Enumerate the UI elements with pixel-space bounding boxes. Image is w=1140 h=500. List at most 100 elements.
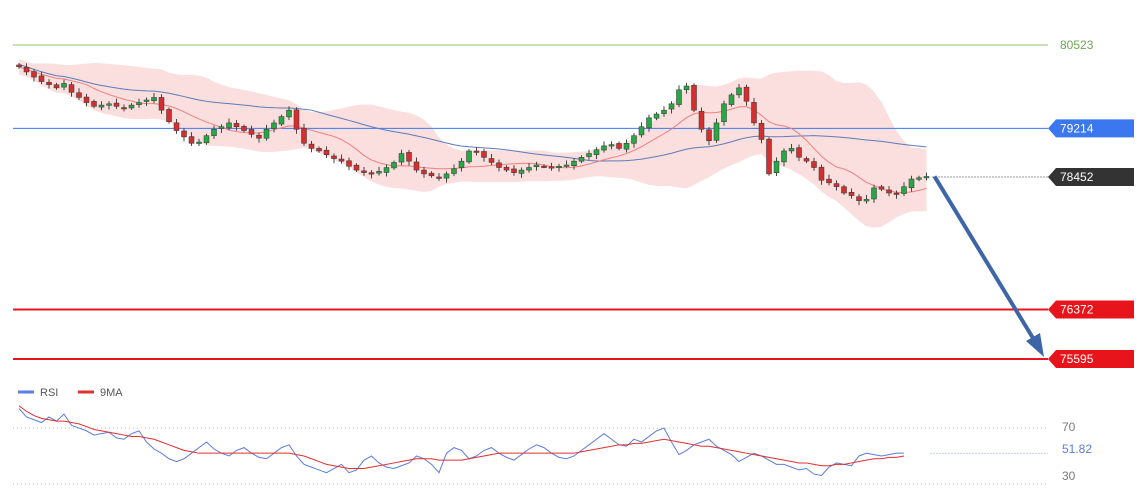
candle-body: [863, 199, 870, 202]
candle-body: [458, 160, 465, 168]
candle: [248, 125, 255, 138]
candle: [16, 63, 22, 69]
candle-body: [383, 167, 390, 173]
candle: [293, 107, 300, 134]
candle: [833, 180, 840, 191]
candle: [841, 184, 847, 195]
candle-body: [473, 150, 480, 153]
candle-body: [706, 129, 712, 142]
candle-body: [721, 103, 727, 123]
rsi-current-value: 51.82: [1062, 442, 1092, 456]
candle: [908, 175, 915, 192]
candle-body: [368, 172, 375, 175]
level-badge-75595: [1048, 350, 1134, 368]
candle-body: [623, 143, 630, 150]
candle-body: [886, 189, 892, 194]
candle-body: [218, 126, 225, 129]
candle: [878, 184, 885, 192]
candle-body: [203, 135, 210, 144]
candle: [346, 157, 352, 171]
candle-body: [278, 116, 285, 125]
candle-body: [578, 157, 585, 162]
candle: [916, 175, 922, 182]
candle: [428, 171, 435, 178]
candle-body: [481, 151, 487, 158]
candle-body: [871, 187, 877, 200]
candle: [278, 114, 285, 126]
rsi-series-rsi: [18, 408, 904, 477]
candle-body: [91, 101, 97, 107]
candle: [263, 124, 270, 141]
candle-body: [826, 178, 832, 184]
candle: [811, 157, 817, 171]
rsi-panel: RSI 9MA 70 30 51.82: [13, 387, 1092, 485]
candle-body: [631, 135, 637, 144]
candle-body: [413, 161, 420, 171]
candle-body: [346, 160, 352, 167]
candle-body: [166, 109, 172, 122]
candle-body: [728, 94, 735, 105]
candle: [233, 120, 240, 131]
candle-body: [181, 130, 187, 138]
candle-body: [743, 86, 750, 102]
candle-body: [398, 153, 405, 163]
candle-body: [136, 102, 142, 105]
candle-body: [263, 129, 270, 139]
candle: [218, 124, 225, 133]
candle-body: [113, 102, 120, 107]
candle: [616, 141, 622, 151]
candle: [38, 71, 45, 85]
candle-body: [653, 113, 660, 119]
candle-body: [451, 168, 457, 174]
candle-body: [46, 82, 52, 85]
candle-body: [541, 165, 547, 168]
candle-body: [841, 186, 847, 194]
candle-body: [143, 99, 150, 102]
candle-body: [338, 158, 345, 162]
candle: [398, 149, 405, 166]
candle-body: [833, 183, 840, 187]
candle-body: [751, 102, 757, 124]
candle-body: [923, 176, 930, 179]
candle: [886, 186, 892, 197]
candle-body: [668, 103, 675, 110]
candle: [158, 94, 165, 115]
candle-body: [436, 176, 442, 179]
candle-body: [241, 126, 247, 131]
candle-body: [188, 136, 195, 144]
candle-body: [323, 149, 330, 156]
candle-body: [421, 169, 427, 175]
candle-body: [586, 153, 592, 157]
candle: [818, 164, 825, 185]
rsi-legend-label: RSI: [40, 387, 58, 399]
candle: [713, 118, 720, 143]
candle-body: [233, 123, 240, 127]
candle: [826, 174, 832, 186]
ma-legend-label: 9MA: [100, 387, 123, 399]
ma-slow-line: [18, 63, 927, 162]
candle: [203, 133, 210, 145]
bollinger-band: [19, 59, 927, 228]
candle: [98, 101, 105, 111]
candle-body: [428, 172, 435, 177]
candle: [766, 137, 772, 176]
candle-body: [196, 141, 202, 144]
candle-body: [593, 149, 600, 155]
candle-body: [361, 170, 367, 173]
candle-body: [443, 173, 450, 179]
candle: [481, 148, 487, 162]
candle: [563, 160, 570, 168]
candle-body: [271, 122, 277, 129]
candle: [728, 92, 735, 107]
candle: [608, 141, 615, 150]
candle: [683, 82, 690, 94]
candle-body: [893, 192, 900, 195]
candle: [526, 163, 532, 173]
candle: [548, 162, 555, 171]
candle: [68, 82, 75, 97]
candle-body: [713, 122, 720, 141]
candle-body: [736, 87, 742, 96]
candle-body: [391, 162, 397, 169]
candle: [796, 144, 802, 162]
candle: [668, 101, 675, 114]
